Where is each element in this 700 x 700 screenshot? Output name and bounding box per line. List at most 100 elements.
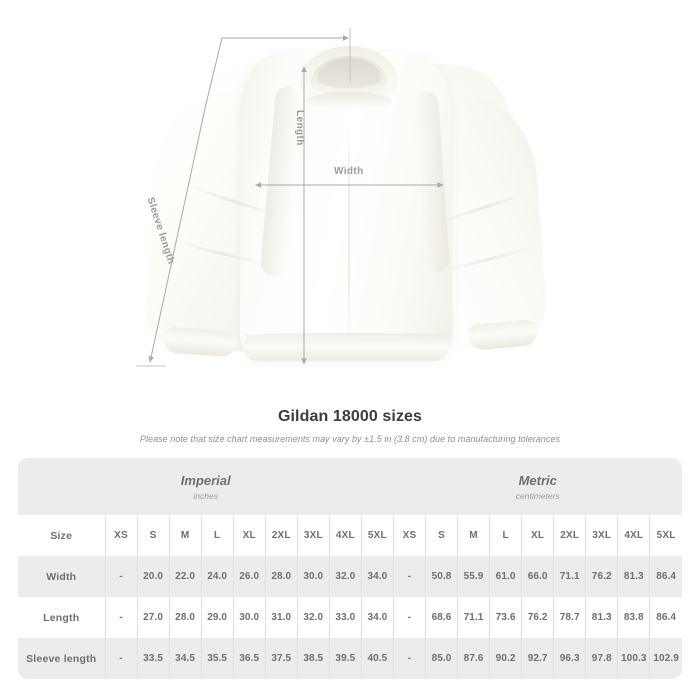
cell-width-imperial-3xl: 30.0 <box>296 556 330 597</box>
unit-header-imperial: Imperial inches <box>18 458 394 515</box>
table-row: Length -27.0 28.0 29.0 30.0 31.0 32.0 33.0 34.0-… <box>18 597 682 638</box>
cell-width-imperial-m: 22.0 <box>168 556 202 597</box>
cell-length-imperial-3xl: 32.0 <box>296 597 330 638</box>
cell-sleeve-length-metric-l: 90.2 <box>489 638 522 679</box>
size-header-metric-s: S <box>424 515 458 556</box>
size-header-imperial-3xl: 3XL <box>296 515 330 556</box>
size-chart-table-container: Imperial inches Metric centimeters Size XS S M L… <box>18 458 682 680</box>
cell-width-imperial-xl: 26.0 <box>232 556 266 597</box>
size-header-imperial-5xl: 5XL <box>360 515 394 556</box>
width-label: Width <box>334 166 364 177</box>
collar-shadow <box>306 92 392 110</box>
table-row: Sleeve length -33.5 34.5 35.5 36.5 37.5 38.5 39… <box>18 638 682 679</box>
cell-length-imperial-l: 29.0 <box>200 597 234 638</box>
size-header-imperial-4xl: 4XL <box>328 515 362 556</box>
row-label-width: Width <box>18 556 105 597</box>
cell-sleeve-length-imperial-xs: - <box>104 638 138 679</box>
size-column-label: Size <box>18 515 105 556</box>
cell-sleeve-length-imperial-5xl: 40.5 <box>360 638 394 679</box>
cell-length-imperial-xl: 30.0 <box>232 597 266 638</box>
cell-width-metric-3xl: 76.2 <box>585 556 618 597</box>
row-label-sleeve-length: Sleeve length <box>18 638 105 679</box>
cell-width-imperial-l: 24.0 <box>200 556 234 597</box>
cell-length-imperial-2xl: 31.0 <box>264 597 298 638</box>
cell-sleeve-length-metric-xs: - <box>392 638 426 679</box>
cell-length-imperial-m: 28.0 <box>168 597 202 638</box>
size-header-imperial-l: L <box>200 515 234 556</box>
left-cuff <box>162 326 238 358</box>
size-header-metric-m: M <box>457 515 490 556</box>
cell-width-metric-l: 61.0 <box>489 556 522 597</box>
size-header-metric-xl: XL <box>521 515 554 556</box>
cell-sleeve-length-imperial-l: 35.5 <box>200 638 234 679</box>
cell-length-metric-m: 71.1 <box>457 597 490 638</box>
cell-sleeve-length-imperial-xl: 36.5 <box>232 638 266 679</box>
cell-sleeve-length-metric-m: 87.6 <box>457 638 490 679</box>
size-chart-header: Gildan 18000 sizes Please note that size… <box>0 408 700 444</box>
unit-name: Metric <box>518 472 557 488</box>
size-header-imperial-2xl: 2XL <box>264 515 298 556</box>
right-cuff <box>467 318 539 352</box>
garment-photo: Length Width Sleeve length <box>136 28 549 367</box>
unit-name: Imperial <box>180 472 231 488</box>
row-label-length: Length <box>18 597 105 638</box>
size-header-metric-3xl: 3XL <box>585 515 618 556</box>
length-label: Length <box>294 110 305 146</box>
unit-banner-row: Imperial inches Metric centimeters <box>18 458 682 515</box>
size-header-metric-5xl: 5XL <box>649 515 682 556</box>
tolerance-note: Please note that size chart measurements… <box>139 434 561 444</box>
cell-sleeve-length-metric-2xl: 96.3 <box>553 638 586 679</box>
size-header-row: Size XS S M L XL 2XL 3XL 4XL 5XL XS S M L XL 2XL 3XL 4XL 5… <box>18 515 682 556</box>
cell-width-imperial-xs: - <box>104 556 138 597</box>
cell-length-metric-l: 73.6 <box>489 597 522 638</box>
cell-sleeve-length-imperial-3xl: 38.5 <box>296 638 330 679</box>
unit-subtitle: inches <box>193 490 218 501</box>
cell-width-imperial-5xl: 34.0 <box>360 556 394 597</box>
size-header-metric-l: L <box>489 515 522 556</box>
cell-length-metric-2xl: 78.7 <box>553 597 586 638</box>
cell-length-metric-5xl: 86.4 <box>649 597 682 638</box>
unit-subtitle: centimeters <box>515 490 560 501</box>
cell-width-metric-m: 55.9 <box>457 556 490 597</box>
cell-length-metric-xl: 76.2 <box>521 597 554 638</box>
cell-sleeve-length-metric-5xl: 102.9 <box>649 638 682 679</box>
cell-sleeve-length-metric-3xl: 97.8 <box>585 638 618 679</box>
size-chart-table: Imperial inches Metric centimeters Size XS S M L… <box>18 458 682 679</box>
size-header-metric-4xl: 4XL <box>617 515 650 556</box>
sweatshirt-illustration <box>143 46 549 361</box>
cell-sleeve-length-imperial-s: 33.5 <box>136 638 170 679</box>
size-header-imperial-m: M <box>168 515 202 556</box>
cell-width-metric-s: 50.8 <box>424 556 458 597</box>
cell-length-metric-s: 68.6 <box>424 597 458 638</box>
cell-length-imperial-5xl: 34.0 <box>360 597 394 638</box>
page-title: Gildan 18000 sizes <box>277 408 423 425</box>
cell-sleeve-length-imperial-2xl: 37.5 <box>264 638 298 679</box>
cell-width-metric-xl: 66.0 <box>521 556 554 597</box>
cell-sleeve-length-metric-s: 85.0 <box>424 638 458 679</box>
cell-width-imperial-2xl: 28.0 <box>264 556 298 597</box>
size-header-metric-2xl: 2XL <box>553 515 586 556</box>
size-header-imperial-xs: XS <box>104 515 138 556</box>
cell-sleeve-length-imperial-m: 34.5 <box>168 638 202 679</box>
cell-width-metric-5xl: 86.4 <box>649 556 682 597</box>
cell-sleeve-length-metric-xl: 92.7 <box>521 638 554 679</box>
cell-width-imperial-4xl: 32.0 <box>328 556 362 597</box>
cell-width-metric-2xl: 71.1 <box>553 556 586 597</box>
cell-length-metric-xs: - <box>392 597 426 638</box>
cell-width-metric-xs: - <box>392 556 426 597</box>
cell-length-imperial-4xl: 33.0 <box>328 597 362 638</box>
bottom-hem-band <box>243 337 449 361</box>
cell-length-metric-4xl: 83.8 <box>617 597 650 638</box>
unit-header-metric: Metric centimeters <box>393 458 682 515</box>
size-header-imperial-xl: XL <box>232 515 266 556</box>
cell-length-imperial-xs: - <box>104 597 138 638</box>
cell-length-metric-3xl: 81.3 <box>585 597 618 638</box>
cell-width-metric-4xl: 81.3 <box>617 556 650 597</box>
cell-sleeve-length-imperial-4xl: 39.5 <box>328 638 362 679</box>
cell-width-imperial-s: 20.0 <box>136 556 170 597</box>
table-row: Width -20.0 22.0 24.0 26.0 28.0 30.0 32.0 34.0-5… <box>18 556 682 597</box>
cell-sleeve-length-metric-4xl: 100.3 <box>617 638 650 679</box>
size-header-imperial-s: S <box>136 515 170 556</box>
size-header-metric-xs: XS <box>392 515 426 556</box>
cell-length-imperial-s: 27.0 <box>136 597 170 638</box>
